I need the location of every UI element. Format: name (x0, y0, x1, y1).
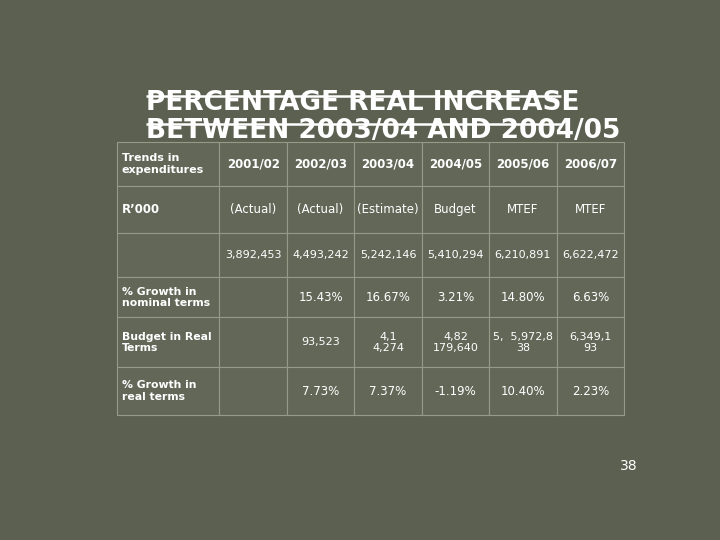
Text: 5,  5,972,8
38: 5, 5,972,8 38 (492, 332, 553, 353)
Text: 93,523: 93,523 (301, 338, 340, 347)
Text: % Growth in
real terms: % Growth in real terms (122, 381, 197, 402)
Bar (354, 233, 422, 278)
Text: BETWEEN 2003/04 AND 2004/05: BETWEEN 2003/04 AND 2004/05 (145, 118, 620, 144)
Bar (220, 318, 287, 367)
Text: 4,1
4,274: 4,1 4,274 (372, 332, 404, 353)
Text: 2005/06: 2005/06 (496, 158, 549, 171)
Text: 4,82
179,640: 4,82 179,640 (433, 332, 478, 353)
Text: R’000: R’000 (122, 203, 160, 216)
Bar (557, 318, 624, 367)
Text: 4,493,242: 4,493,242 (292, 250, 349, 260)
Text: 10.40%: 10.40% (500, 385, 545, 398)
Bar (422, 367, 489, 415)
Bar (489, 278, 557, 318)
Bar (220, 367, 287, 415)
Bar (354, 142, 422, 186)
Text: 15.43%: 15.43% (298, 291, 343, 304)
Bar (422, 318, 489, 367)
Bar (220, 233, 287, 278)
Text: 6,210,891: 6,210,891 (495, 250, 551, 260)
Text: PERCENTAGE REAL INCREASE: PERCENTAGE REAL INCREASE (145, 90, 580, 116)
Bar (557, 186, 624, 233)
Bar (354, 186, 422, 233)
Text: MTEF: MTEF (507, 203, 539, 216)
Text: (Actual): (Actual) (230, 203, 276, 216)
Bar (287, 367, 354, 415)
Bar (117, 233, 220, 278)
Bar (117, 142, 220, 186)
Text: 6,622,472: 6,622,472 (562, 250, 618, 260)
Bar (354, 278, 422, 318)
Bar (557, 367, 624, 415)
Bar (117, 278, 220, 318)
Bar (287, 318, 354, 367)
Bar (489, 367, 557, 415)
Text: 6.63%: 6.63% (572, 291, 609, 304)
Bar (287, 233, 354, 278)
Bar (354, 318, 422, 367)
Bar (557, 233, 624, 278)
Bar (287, 142, 354, 186)
Text: 2006/07: 2006/07 (564, 158, 617, 171)
Bar (117, 367, 220, 415)
Text: 14.80%: 14.80% (500, 291, 545, 304)
Text: 3,892,453: 3,892,453 (225, 250, 282, 260)
Bar (557, 278, 624, 318)
Bar (117, 186, 220, 233)
Bar (422, 278, 489, 318)
Text: Budget: Budget (434, 203, 477, 216)
Bar (422, 186, 489, 233)
Bar (220, 186, 287, 233)
Text: 16.67%: 16.67% (366, 291, 410, 304)
Text: 2002/03: 2002/03 (294, 158, 347, 171)
Bar (489, 233, 557, 278)
Text: 2004/05: 2004/05 (429, 158, 482, 171)
Bar (422, 233, 489, 278)
Text: MTEF: MTEF (575, 203, 606, 216)
Text: (Actual): (Actual) (297, 203, 343, 216)
Text: -1.19%: -1.19% (435, 385, 477, 398)
Bar (489, 318, 557, 367)
Text: (Estimate): (Estimate) (357, 203, 419, 216)
Text: 3.21%: 3.21% (437, 291, 474, 304)
Bar (117, 318, 220, 367)
Bar (287, 278, 354, 318)
Bar (422, 142, 489, 186)
Text: 2003/04: 2003/04 (361, 158, 415, 171)
Text: 7.37%: 7.37% (369, 385, 407, 398)
Text: 6,349,1
93: 6,349,1 93 (569, 332, 611, 353)
Text: Trends in
expenditures: Trends in expenditures (122, 153, 204, 175)
Text: 2.23%: 2.23% (572, 385, 609, 398)
Bar (220, 142, 287, 186)
Text: 7.73%: 7.73% (302, 385, 339, 398)
Text: 5,410,294: 5,410,294 (427, 250, 484, 260)
Text: 38: 38 (619, 459, 637, 473)
Text: Budget in Real
Terms: Budget in Real Terms (122, 332, 212, 353)
Bar (489, 186, 557, 233)
Text: % Growth in
nominal terms: % Growth in nominal terms (122, 287, 210, 308)
Bar (287, 186, 354, 233)
Text: 2001/02: 2001/02 (227, 158, 279, 171)
Bar (489, 142, 557, 186)
Bar (354, 367, 422, 415)
Bar (557, 142, 624, 186)
Text: 5,242,146: 5,242,146 (360, 250, 416, 260)
Bar (220, 278, 287, 318)
